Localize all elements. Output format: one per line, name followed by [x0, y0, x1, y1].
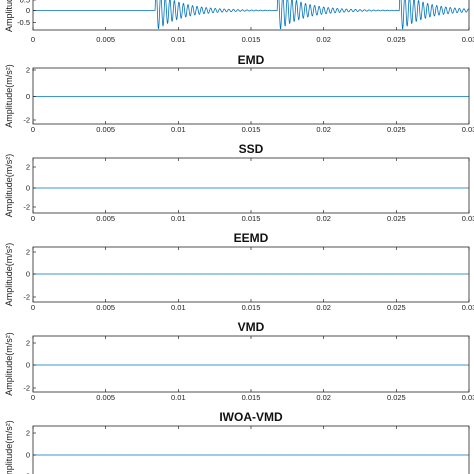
y-tick-label: 0: [26, 6, 30, 15]
y-axis-label: Amplitude(m/s²): [4, 332, 14, 396]
x-tick-label: 0.005: [96, 214, 115, 223]
x-tick-label: 0.01: [171, 125, 186, 134]
x-tick-label: 0.025: [387, 125, 406, 134]
y-tick-label: 0: [26, 270, 30, 279]
panel-6: 2 0 -2 Amplitude(m/s²) IWOA-VMD: [4, 410, 470, 474]
y-tick-label: 0.5: [20, 0, 30, 5]
y-axis-label: Amplitude(m/s²): [4, 154, 14, 218]
x-tick-label: 0: [31, 303, 35, 312]
x-tick-label: 0.02: [316, 125, 331, 134]
y-tick-label: 2: [26, 248, 30, 257]
y-axis-label: Amplitude(m/s²): [4, 243, 14, 307]
axes-frame: [32, 67, 470, 125]
x-tick-label: 0.005: [96, 393, 115, 402]
x-tick-label: 0: [31, 35, 35, 44]
panel-1: 00.0050.010.0150.020.0250.030.50-0.5Ampl…: [4, 0, 474, 44]
y-axis-label: Amplitude(m/s²): [4, 64, 14, 128]
y-tick-label: 0: [26, 92, 30, 101]
series-line: [33, 0, 469, 30]
panel-title: VMD: [238, 320, 265, 334]
x-tick-label: 0.02: [316, 303, 331, 312]
y-tick-label: 2: [26, 163, 30, 172]
x-tick-label: 0.015: [242, 303, 261, 312]
x-tick-label: 0.015: [242, 125, 261, 134]
y-tick-label: -0.5: [17, 18, 30, 27]
x-tick-label: 0.01: [171, 393, 186, 402]
x-tick-label: 0: [31, 393, 35, 402]
y-tick-label: 0: [26, 361, 30, 370]
x-tick-label: 0.015: [242, 35, 261, 44]
x-tick-label: 0.005: [96, 35, 115, 44]
x-tick-label: 0.025: [387, 393, 406, 402]
panel-title: IWOA-VMD: [219, 410, 283, 424]
x-tick-label: 0.03: [462, 303, 474, 312]
y-tick-label: 0: [26, 451, 30, 460]
x-tick-label: 0.02: [316, 214, 331, 223]
axes-frame: [32, 425, 470, 474]
axes-frame: [32, 246, 470, 303]
axes-frame: [32, 157, 470, 214]
x-tick-label: 0.025: [387, 35, 406, 44]
x-tick-label: 0.015: [242, 214, 261, 223]
x-tick-label: 0.015: [242, 393, 261, 402]
y-tick-label: 2: [26, 339, 30, 348]
y-tick-label: -2: [23, 116, 30, 125]
axes-frame: [32, 335, 470, 393]
x-tick-label: 0.01: [171, 214, 186, 223]
panel-5: 00.0050.010.0150.020.0250.0320-2Amplitud…: [4, 320, 474, 402]
x-tick-label: 0.03: [462, 393, 474, 402]
x-tick-label: 0.005: [96, 303, 115, 312]
y-tick-label: 2: [26, 66, 30, 75]
y-tick-label: -2: [23, 203, 30, 212]
x-tick-label: 0.03: [462, 125, 474, 134]
panel-title: SSD: [239, 142, 264, 156]
y-tick-label: 0: [26, 184, 30, 193]
y-tick-label: -2: [23, 384, 30, 393]
x-tick-label: 0.005: [96, 125, 115, 134]
x-tick-label: 0: [31, 214, 35, 223]
y-tick-label: -2: [23, 293, 30, 302]
x-tick-label: 0.02: [316, 393, 331, 402]
x-tick-label: 0.03: [462, 35, 474, 44]
x-tick-label: 0.02: [316, 35, 331, 44]
y-axis-label: Amplitude(m/s²): [4, 420, 14, 474]
x-tick-label: 0.03: [462, 214, 474, 223]
panel-title: EEMD: [234, 231, 269, 245]
panel-title: EMD: [238, 53, 265, 67]
y-tick-label: 2: [26, 429, 30, 438]
y-tick-label: -2: [23, 472, 30, 474]
panel-3: 00.0050.010.0150.020.0250.0320-2Amplitud…: [4, 142, 474, 223]
x-tick-label: 0.01: [171, 35, 186, 44]
y-axis-label: Amplitude: [4, 0, 14, 32]
panel-4: 00.0050.010.0150.020.0250.0320-2Amplitud…: [4, 231, 474, 312]
x-tick-label: 0.025: [387, 214, 406, 223]
x-tick-label: 0: [31, 125, 35, 134]
x-tick-label: 0.025: [387, 303, 406, 312]
x-tick-label: 0.01: [171, 303, 186, 312]
panel-2: 00.0050.010.0150.020.0250.0320-2Amplitud…: [4, 53, 474, 134]
